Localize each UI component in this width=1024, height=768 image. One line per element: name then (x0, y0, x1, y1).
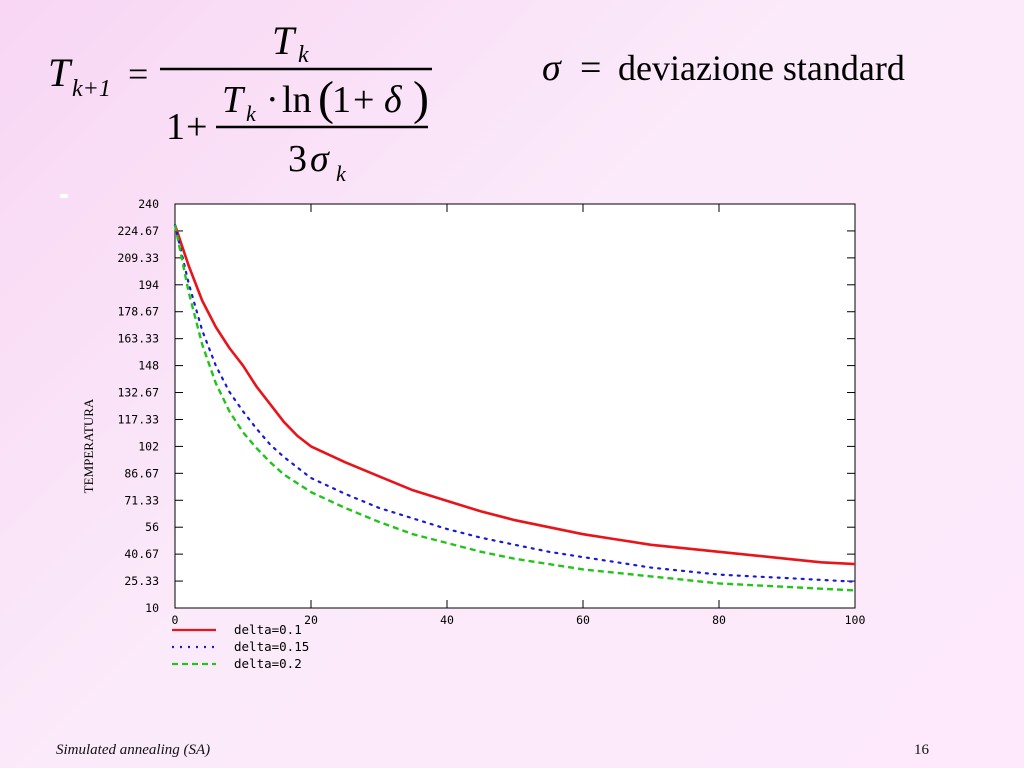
series-line-3 (173, 224, 856, 592)
denominator-plus: + (186, 106, 207, 148)
y-tick-label: 240 (138, 197, 159, 211)
legend-label: delta=0.2 (234, 656, 302, 671)
y-axis-label: TEMPERATURA (81, 398, 96, 493)
x-tick-label: 0 (172, 613, 179, 627)
inner-sigma: σ (310, 138, 330, 180)
y-tick-label: 102 (138, 439, 159, 453)
x-tick-label: 40 (440, 613, 454, 627)
inner-ln: ln (282, 79, 312, 121)
legend-label: delta=0.1 (234, 622, 302, 637)
x-tick-label: 100 (845, 613, 866, 627)
definition-sigma: σ (542, 47, 562, 89)
definition-equals: = (580, 47, 601, 89)
y-tick-label: 86.67 (124, 466, 159, 480)
numerator-T: T (272, 18, 297, 63)
x-tick-label: 60 (576, 613, 590, 627)
inner-sigma-subscript-k: k (336, 161, 347, 186)
open-paren: ( (318, 72, 334, 125)
page-number: 16 (914, 742, 929, 758)
temperature-chart: 240 224.67 209.33 194 178.67 163.33 148 132.67 1… (60, 194, 866, 671)
inner-delta: δ (384, 79, 403, 121)
y-tick-label: 117.33 (117, 412, 159, 426)
series-line-2 (173, 224, 857, 583)
series-line-1 (173, 224, 856, 566)
numerator-subscript-k: k (298, 42, 309, 68)
corner-mark (60, 194, 68, 198)
y-tick-label: 224.67 (117, 224, 159, 238)
inner-dot: · (266, 79, 279, 121)
y-tick-label: 148 (138, 359, 159, 373)
x-tick-label: 80 (712, 613, 726, 627)
sigma-definition: σ = deviazione standard (542, 47, 905, 89)
y-tick-label: 209.33 (117, 251, 159, 265)
inner-one: 1 (332, 79, 351, 121)
x-tick-label: 20 (304, 613, 318, 627)
temperature-update-formula: T k+1 = T k 1 + T k · ln ( 1 + δ ) 3 σ k… (48, 18, 905, 186)
series-lines (173, 224, 857, 592)
formula-T: T (48, 50, 73, 95)
close-paren: ) (413, 72, 429, 125)
legend-label: delta=0.15 (234, 639, 309, 654)
y-tick-label: 163.33 (117, 332, 159, 346)
inner-T: T (222, 79, 246, 121)
y-tick-label: 71.33 (124, 493, 159, 507)
plot-area (174, 203, 856, 609)
inner-three: 3 (288, 138, 307, 180)
footer-title: Simulated annealing (SA) (56, 742, 211, 758)
formula-equals: = (128, 54, 148, 94)
y-tick-label: 25.33 (124, 574, 159, 588)
formula-subscript-k1: k+1 (72, 76, 111, 102)
inner-plus: + (353, 79, 374, 121)
y-tick-label: 194 (138, 278, 159, 292)
y-tick-label: 40.67 (124, 547, 159, 561)
denominator-one: 1 (166, 106, 185, 148)
legend: delta=0.1 delta=0.15 delta=0.2 (172, 622, 309, 671)
formula-lhs: T k+1 = (48, 50, 148, 102)
formula-numerator: T k (272, 18, 309, 68)
y-tick-label: 132.67 (117, 386, 159, 400)
x-axis: 0 20 40 60 80 100 (172, 204, 866, 627)
formula-denominator: 1 + T k · ln ( 1 + δ ) 3 σ k (166, 72, 429, 186)
y-tick-label: 178.67 (117, 305, 159, 319)
definition-text: deviazione standard (618, 48, 905, 88)
y-axis: 240 224.67 209.33 194 178.67 163.33 148 132.67 1… (117, 197, 855, 615)
inner-subscript-k: k (246, 101, 257, 126)
y-tick-label: 10 (145, 601, 159, 615)
y-tick-label: 56 (145, 520, 159, 534)
